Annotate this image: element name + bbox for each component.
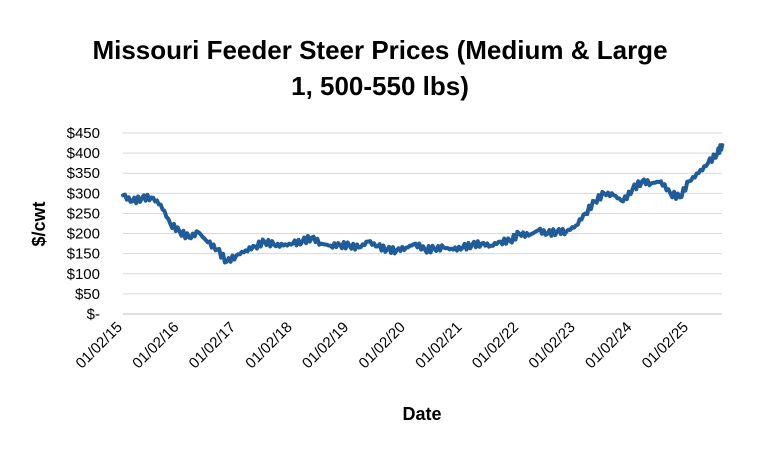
y-tick-label: $250 bbox=[67, 205, 100, 222]
y-tick-label: $450 bbox=[67, 125, 100, 142]
y-tick-label: $200 bbox=[67, 226, 100, 243]
y-tick-label: $- bbox=[87, 306, 100, 323]
x-tick-label: 01/02/15 bbox=[73, 319, 126, 372]
y-tick-label: $150 bbox=[67, 246, 100, 263]
x-axis-title: Date bbox=[402, 404, 441, 424]
y-tick-label: $400 bbox=[67, 145, 100, 162]
y-tick-label: $300 bbox=[67, 185, 100, 202]
gridlines bbox=[123, 132, 722, 315]
x-tick-label: 01/02/24 bbox=[582, 319, 635, 372]
y-tick-label: $350 bbox=[67, 165, 100, 182]
chart-title: Missouri Feeder Steer Prices (Medium & L… bbox=[92, 35, 668, 101]
price-line bbox=[121, 143, 725, 265]
y-tick-label: $50 bbox=[75, 286, 100, 303]
x-tick-label: 01/02/20 bbox=[356, 319, 409, 372]
x-tick-label: 01/02/25 bbox=[639, 319, 692, 372]
x-tick-label: 01/02/19 bbox=[299, 319, 352, 372]
x-tick-label: 01/02/23 bbox=[525, 319, 578, 372]
y-tick-label: $100 bbox=[67, 266, 100, 283]
x-tick-label: 01/02/17 bbox=[186, 319, 239, 372]
x-tick-label: 01/02/21 bbox=[412, 319, 465, 372]
y-axis-title: $/cwt bbox=[29, 201, 49, 246]
x-tick-label: 01/02/22 bbox=[469, 319, 522, 372]
x-tick-label: 01/02/16 bbox=[129, 319, 182, 372]
x-tick-label: 01/02/18 bbox=[242, 319, 295, 372]
x-tick-labels: 01/02/15 01/02/16 01/02/17 01/02/18 01/02/19… bbox=[73, 319, 692, 372]
series-layer bbox=[121, 143, 725, 265]
y-tick-labels: $- $50 $100 $150 $200 $250 $300 $350 $400 $450 bbox=[67, 125, 100, 323]
